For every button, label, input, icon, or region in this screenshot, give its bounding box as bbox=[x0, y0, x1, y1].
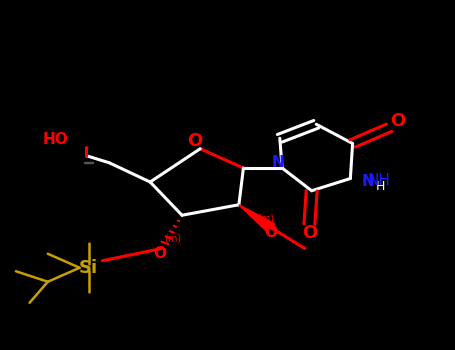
Text: O: O bbox=[390, 112, 406, 130]
Text: O: O bbox=[264, 225, 277, 240]
Polygon shape bbox=[239, 205, 275, 231]
Text: H: H bbox=[375, 180, 385, 193]
Text: NH: NH bbox=[368, 173, 390, 188]
Text: O: O bbox=[302, 224, 317, 242]
Text: (m): (m) bbox=[258, 214, 275, 224]
Text: Si: Si bbox=[79, 259, 98, 277]
Text: N: N bbox=[271, 155, 284, 170]
Text: O: O bbox=[187, 132, 202, 150]
Text: O: O bbox=[153, 246, 166, 261]
Text: HO: HO bbox=[42, 133, 68, 147]
Text: (m): (m) bbox=[164, 234, 182, 244]
Bar bbox=[84, 162, 93, 163]
Text: N: N bbox=[362, 175, 374, 189]
